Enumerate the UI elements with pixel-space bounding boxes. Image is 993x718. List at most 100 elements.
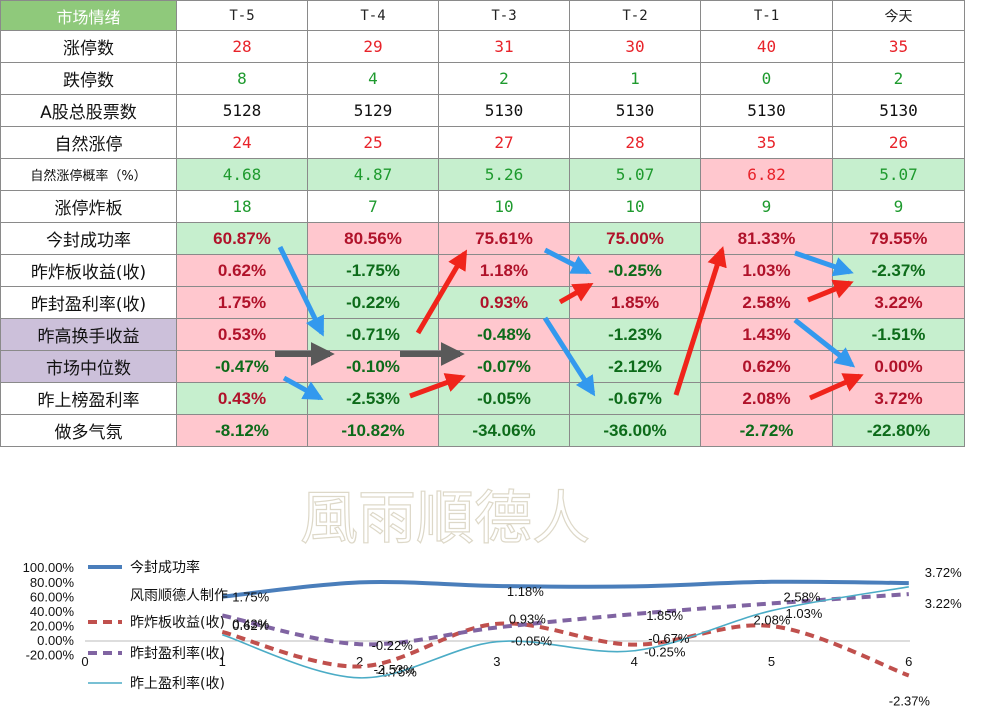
table-cell: 5130 <box>832 94 965 127</box>
table-row: 昨高换手收益 0.53% -0.71% -0.48% -1.23% 1.43% -1.51% <box>0 318 965 351</box>
series-line <box>221 592 909 647</box>
table-cell: 75.61% <box>438 222 570 255</box>
row-label: 昨上榜盈利率 <box>0 382 177 415</box>
table-cell: 35 <box>700 126 833 159</box>
table-cell: 4.87 <box>307 158 439 191</box>
table-cell: 7 <box>307 190 439 223</box>
series-line <box>221 621 910 678</box>
table-cell: -22.80% <box>832 414 965 447</box>
table-cell: -2.12% <box>569 350 701 383</box>
legend-label: 昨封盈利率(收) <box>130 645 225 662</box>
table-cell: 81.33% <box>700 222 833 255</box>
table-cell: 1 <box>569 62 701 95</box>
row-label: 昨炸板收益(收) <box>0 254 177 287</box>
table-cell: 1.75% <box>176 286 308 319</box>
table-cell: 80.56% <box>307 222 439 255</box>
table-cell: 5128 <box>176 94 308 127</box>
table-row: 涨停数 28 29 31 30 40 35 <box>0 30 965 63</box>
table-cell: -0.67% <box>569 382 701 415</box>
data-label: 1.03% <box>786 606 823 621</box>
table-cell: 28 <box>569 126 701 159</box>
table-cell: -2.72% <box>700 414 833 447</box>
table-cell: 5129 <box>307 94 439 127</box>
table-cell: -0.47% <box>176 350 308 383</box>
table-cell: 18 <box>176 190 308 223</box>
table-row: 昨上榜盈利率 0.43% -2.53% -0.05% -0.67% 2.08% 3.72% <box>0 382 965 415</box>
watermark-text: 風雨順德人 <box>300 484 590 552</box>
table-cell: 60.87% <box>176 222 308 255</box>
table-row: 涨停炸板 18 7 10 10 9 9 <box>0 190 965 223</box>
table-cell: 31 <box>438 30 570 63</box>
data-label: 2.08% <box>754 613 791 628</box>
table-corner-header: 市场情绪 <box>0 0 177 31</box>
column-header: T-2 <box>569 0 701 31</box>
row-label: 自然涨停概率（%） <box>0 158 177 191</box>
legend-label: 今封成功率 <box>130 559 200 576</box>
table-cell: 0.62% <box>176 254 308 287</box>
table-cell: 10 <box>569 190 701 223</box>
y-tick-label: 20.00% <box>30 618 75 633</box>
table-cell: 0.93% <box>438 286 570 319</box>
data-label: 1.75% <box>232 590 269 605</box>
table-cell: -8.12% <box>176 414 308 447</box>
table-cell: 35 <box>832 30 965 63</box>
table-cell: 79.55% <box>832 222 965 255</box>
table-cell: 27 <box>438 126 570 159</box>
table-header-row: 市场情绪 T-5 T-4 T-3 T-2 T-1 今天 <box>0 0 965 31</box>
row-label: 自然涨停 <box>0 126 177 159</box>
column-header: 今天 <box>832 0 965 31</box>
data-label: 0.93% <box>509 611 546 626</box>
table-cell: 0.53% <box>176 318 308 351</box>
x-tick-label: 5 <box>768 654 775 669</box>
y-tick-label: 80.00% <box>30 575 75 590</box>
table-cell: 0.43% <box>176 382 308 415</box>
row-label: 今封成功率 <box>0 222 177 255</box>
table-cell: 0 <box>700 62 833 95</box>
table-cell: 2 <box>438 62 570 95</box>
data-label: 1.85% <box>646 608 683 623</box>
x-tick-label: 2 <box>356 654 363 669</box>
table-cell: 26 <box>832 126 965 159</box>
row-label: 涨停数 <box>0 30 177 63</box>
column-header: T-5 <box>176 0 308 31</box>
data-label: 3.72% <box>925 565 962 580</box>
table-cell: -0.07% <box>438 350 570 383</box>
table-cell: 10 <box>438 190 570 223</box>
row-label: 跌停数 <box>0 62 177 95</box>
x-tick-label: 1 <box>219 654 226 669</box>
table-row: 做多气氛 -8.12% -10.82% -34.06% -36.00% -2.72% -22… <box>0 414 965 447</box>
series-line <box>222 586 909 679</box>
table-row: 跌停数 8 4 2 1 0 2 <box>0 62 965 95</box>
table-cell: -10.82% <box>307 414 439 447</box>
table-cell: 5.07 <box>569 158 701 191</box>
table-row: 昨炸板收益(收) 0.62% -1.75% 1.18% -0.25% 1.03% -2.37… <box>0 254 965 287</box>
table-cell: 25 <box>307 126 439 159</box>
legend-label: 昨上盈利率(收) <box>130 675 225 692</box>
y-tick-label: 60.00% <box>30 589 75 604</box>
table-cell: 2.08% <box>700 382 833 415</box>
x-tick-label: 0 <box>81 654 88 669</box>
data-label: 0.43% <box>232 617 269 632</box>
table-cell: 2 <box>832 62 965 95</box>
table-cell: 3.72% <box>832 382 965 415</box>
table-cell: 75.00% <box>569 222 701 255</box>
table-row: 今封成功率 60.87% 80.56% 75.61% 75.00% 81.33% 79.55… <box>0 222 965 255</box>
table-cell: 5130 <box>569 94 701 127</box>
table-row: 市场中位数 -0.47% -0.10% -0.07% -2.12% 0.62% 0.00% <box>0 350 965 383</box>
row-label: 昨封盈利率(收) <box>0 286 177 319</box>
table-cell: -1.23% <box>569 318 701 351</box>
x-tick-label: 4 <box>631 654 638 669</box>
x-tick-label: 3 <box>493 654 500 669</box>
table-cell: 1.18% <box>438 254 570 287</box>
data-label: -2.37% <box>889 694 931 709</box>
data-label: -0.05% <box>511 634 553 649</box>
table-cell: -36.00% <box>569 414 701 447</box>
table-cell: -0.05% <box>438 382 570 415</box>
data-label: -0.67% <box>648 631 690 646</box>
data-label: 2.58% <box>784 589 821 604</box>
data-label: 3.22% <box>925 596 962 611</box>
table-cell: 9 <box>700 190 833 223</box>
x-tick-label: 6 <box>905 654 912 669</box>
table-cell: 5130 <box>438 94 570 127</box>
column-header: T-1 <box>700 0 833 31</box>
